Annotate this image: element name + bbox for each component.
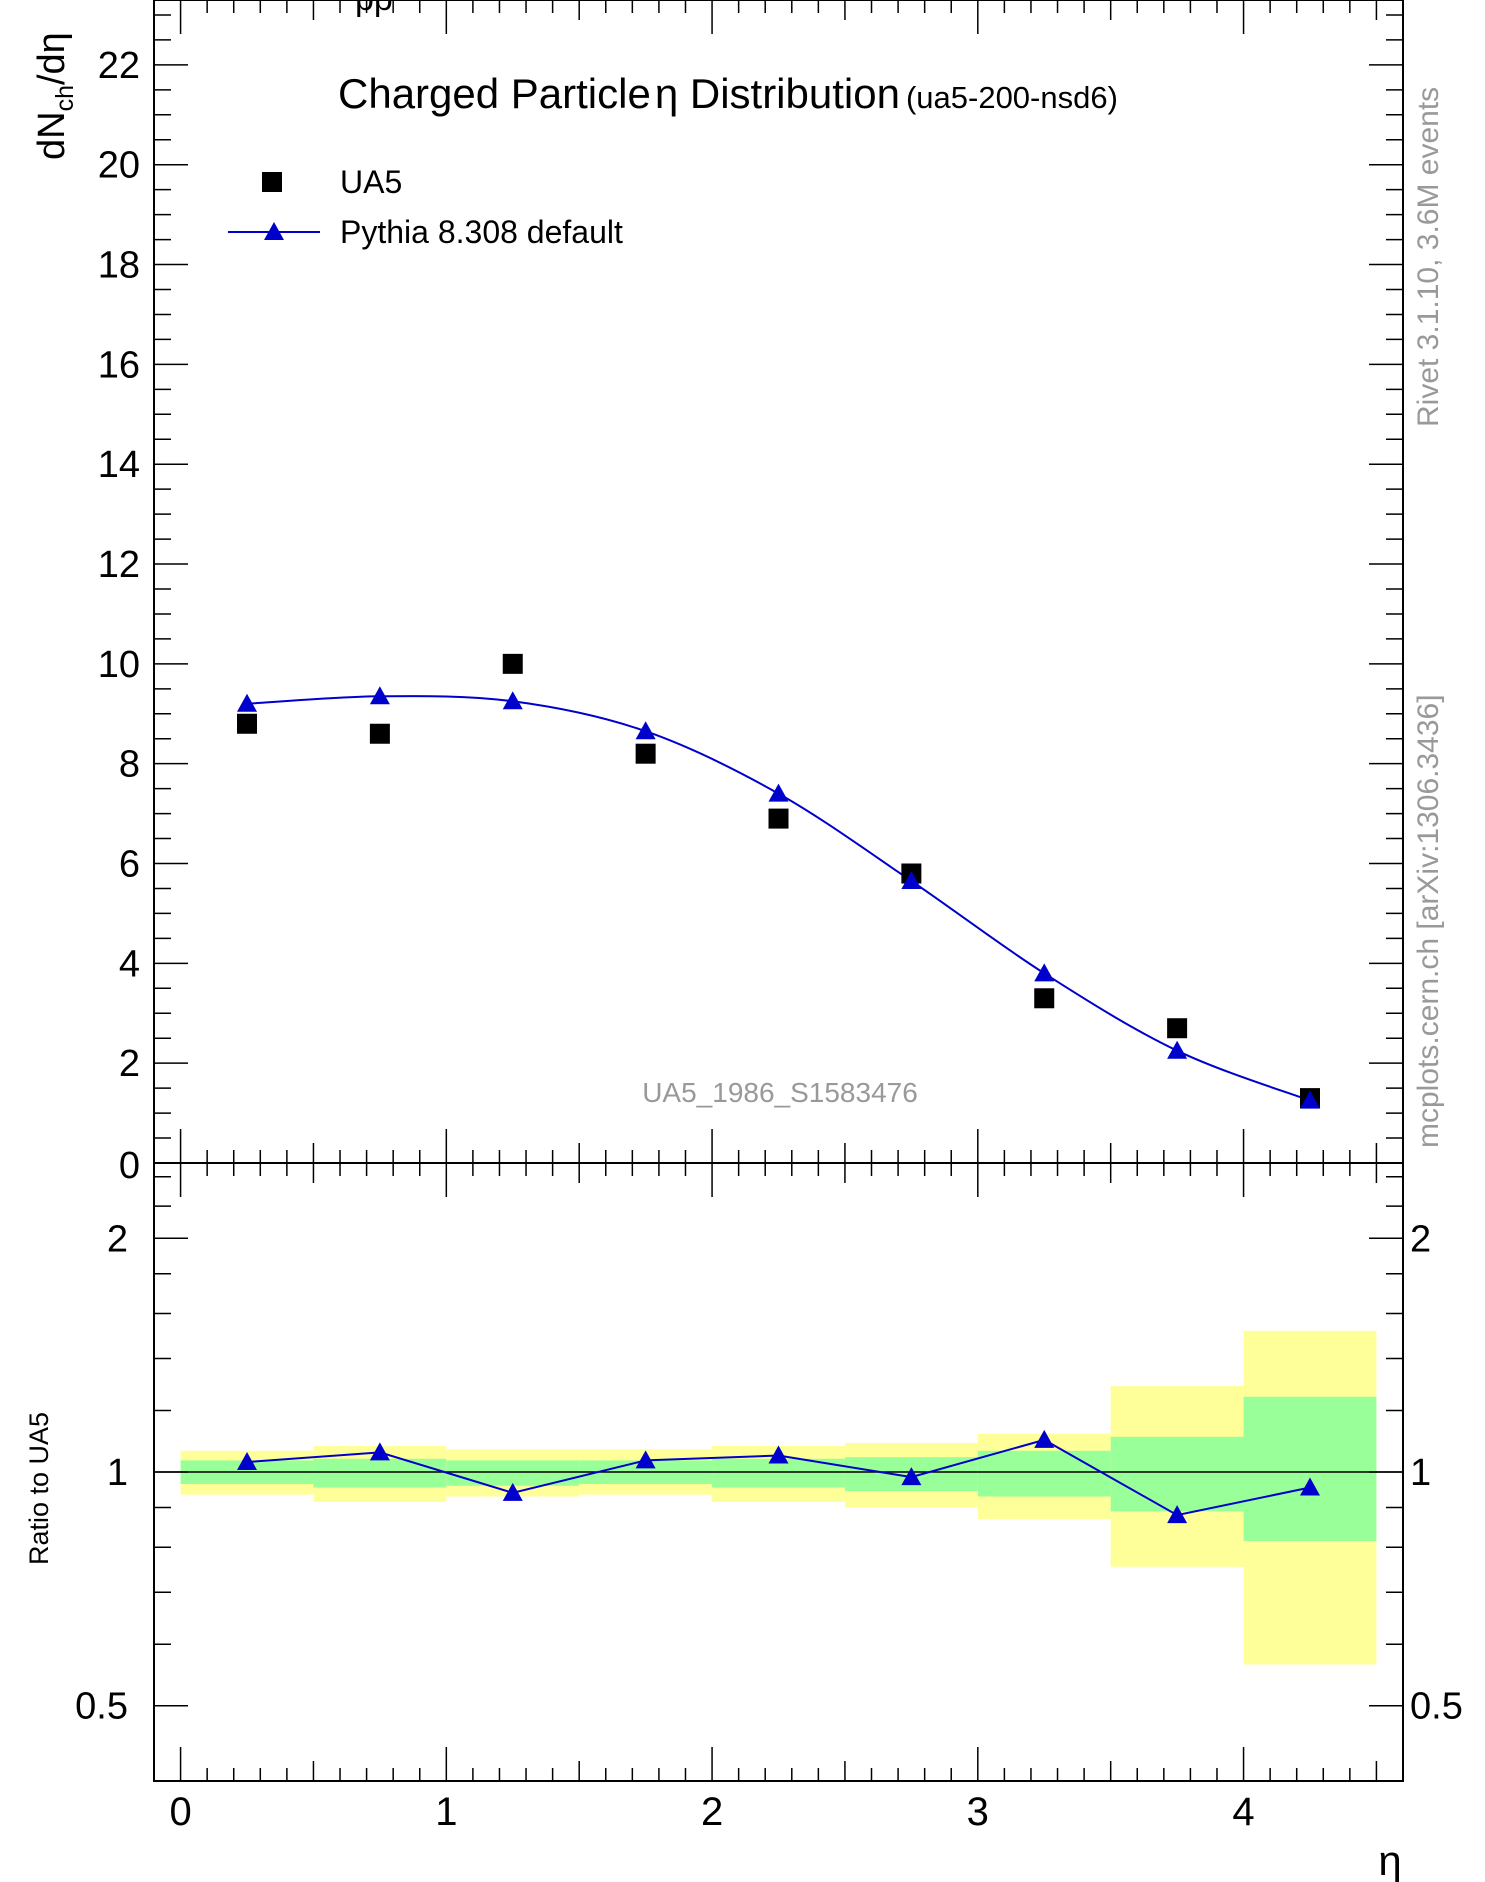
top-cut-text: pp (355, 0, 393, 18)
pythia-point (1299, 1090, 1320, 1109)
pythia-point (635, 721, 656, 740)
ratio-green-band (1110, 1436, 1244, 1512)
pythia-point (502, 691, 523, 710)
rivet-label: Rivet 3.1.10, 3.6M events (1412, 87, 1445, 427)
main-y-tick-label: 22 (98, 45, 140, 87)
ratio-y-tick-labels-left: 0.5 1 2 (75, 1218, 128, 1727)
ratio-pythia-point (901, 1467, 922, 1486)
ratio-y-tick-label: 0.5 (75, 1686, 128, 1728)
main-y-tick-label: 12 (98, 544, 140, 586)
pythia-point (237, 693, 258, 712)
chart-title: Charged Particleη Distribution (ua5-200-n… (338, 70, 1118, 117)
pythia-point (1034, 963, 1055, 982)
x-tick-label: 3 (967, 1790, 989, 1834)
ua5-point (502, 653, 523, 674)
ratio-y-axis-label: Ratio to UA5 (24, 1412, 54, 1565)
pythia-point (369, 686, 390, 705)
ua5-point (635, 743, 656, 764)
ratio-pythia-points (237, 1429, 1320, 1524)
ratio-green-band (313, 1458, 447, 1488)
main-y-tick-label: 10 (98, 644, 140, 686)
main-y-axis-label: dNch/dη (31, 32, 79, 160)
ratio-y-tick-label-right: 0.5 (1410, 1686, 1463, 1728)
ratio-y-tick-label: 2 (107, 1218, 128, 1260)
main-y-tick-label: 2 (119, 1043, 140, 1085)
pythia-points (237, 686, 1320, 1109)
legend-marker-pythia (264, 222, 284, 240)
main-y-tick-label: 6 (119, 844, 140, 886)
main-cut-zero: 0 (119, 1145, 140, 1187)
ratio-panel: 0.5 1 2 0.5 1 2 0 1 2 3 4 Ratio to UA5 η (24, 1162, 1463, 1882)
ua5-point (369, 723, 390, 744)
legend: UA5 Pythia 8.308 default (228, 164, 623, 250)
mcplots-label: mcplots.cern.ch [arXiv:1306.3436] (1412, 694, 1445, 1148)
ratio-y-tick-label: 1 (107, 1452, 128, 1494)
ratio-ticks (154, 1163, 1404, 1782)
analysis-id: UA5_1986_S1583476 (642, 1077, 918, 1108)
pythia-point (901, 870, 922, 889)
ratio-pythia-point (1167, 1505, 1188, 1524)
ratio-green-band (977, 1450, 1111, 1497)
x-tick-label: 1 (435, 1790, 457, 1834)
ratio-pythia-point (502, 1482, 523, 1501)
ratio-pythia-point (768, 1445, 789, 1464)
main-y-tick-label: 18 (98, 245, 140, 287)
main-y-tick-labels: 2 4 6 8 10 12 14 16 18 20 22 (98, 45, 140, 1085)
x-tick-label: 2 (701, 1790, 723, 1834)
pythia-line (246, 695, 1311, 1102)
ua5-point (1167, 1018, 1188, 1039)
ratio-pythia-point (635, 1450, 656, 1469)
ratio-plot-area (237, 1429, 1320, 1524)
ratio-green-band (1243, 1396, 1377, 1541)
x-tick-label: 4 (1232, 1790, 1254, 1834)
ua5-point (1034, 988, 1055, 1009)
main-plot-area (237, 653, 1320, 1109)
ua5-point (768, 808, 789, 829)
ratio-y-tick-label-right: 2 (1410, 1218, 1431, 1260)
ratio-pythia-point (237, 1452, 258, 1471)
main-y-tick-label: 20 (98, 145, 140, 187)
ua5-point (237, 713, 258, 734)
x-tick-labels: 0 1 2 3 4 (169, 1790, 1254, 1834)
pythia-point (1167, 1040, 1188, 1059)
main-panel: 2 4 6 8 10 12 14 16 18 20 22 0 Charged Particleη D… (31, 0, 1445, 1187)
x-axis-label: η (1378, 1837, 1401, 1882)
pythia-curve (246, 695, 1311, 1102)
ratio-y-tick-label-right: 1 (1410, 1452, 1431, 1494)
legend-label-pythia: Pythia 8.308 default (340, 214, 623, 250)
legend-marker-ua5 (262, 172, 282, 192)
ratio-pythia-point (1299, 1477, 1320, 1496)
legend-label-ua5: UA5 (340, 164, 402, 200)
main-y-tick-label: 14 (98, 444, 140, 486)
main-y-tick-label: 16 (98, 344, 140, 386)
ratio-pythia-point (369, 1442, 390, 1461)
x-tick-label: 0 (169, 1790, 191, 1834)
ratio-frame (153, 1162, 1404, 1782)
main-y-tick-label: 8 (119, 744, 140, 786)
ratio-uncertainty-bands (180, 1330, 1377, 1665)
main-ticks (154, 0, 1404, 1164)
ratio-y-tick-labels-right: 0.5 1 2 (1410, 1218, 1463, 1727)
main-y-tick-label: 4 (119, 943, 140, 985)
ratio-pythia-point (1034, 1429, 1055, 1448)
pythia-point (768, 783, 789, 802)
